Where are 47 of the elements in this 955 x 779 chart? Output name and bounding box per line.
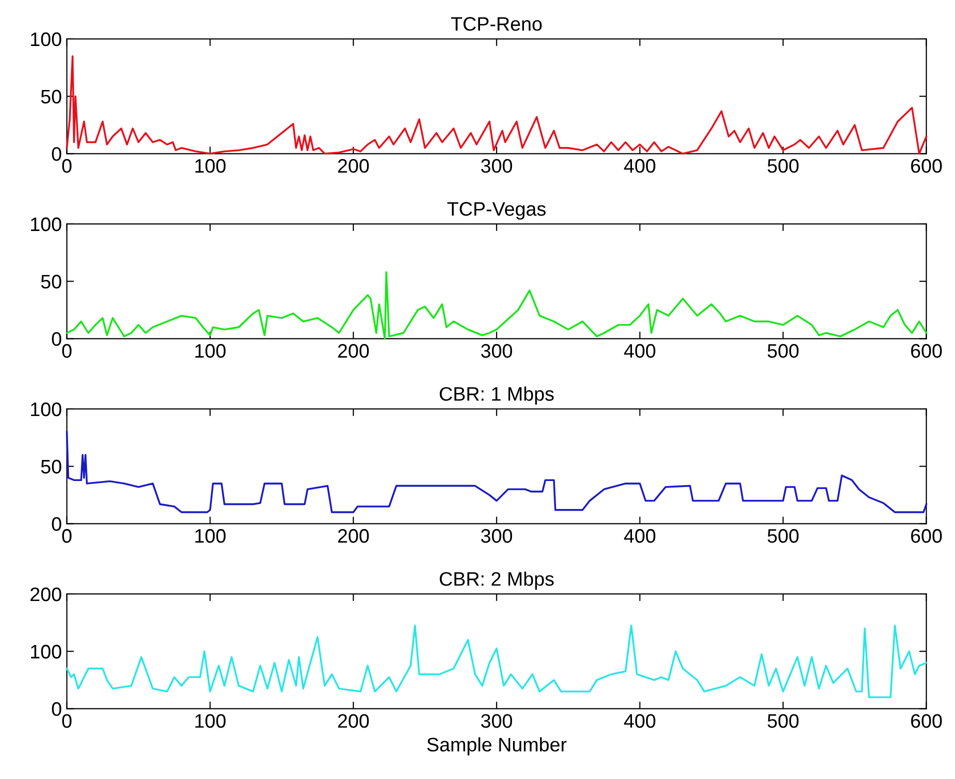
y-tick-label: 100	[31, 644, 62, 659]
x-tick-label: 400	[624, 714, 656, 728]
y-tick-label: 50	[41, 460, 62, 474]
x-tick-label: 600	[911, 714, 942, 728]
x-tick-label: 400	[624, 529, 656, 543]
x-tick-label: 500	[768, 344, 799, 358]
chart-title: TCP-Reno	[451, 17, 542, 31]
y-tick-label: 50	[41, 274, 62, 289]
x-tick-label: 300	[481, 159, 512, 173]
y-tick-label: 100	[31, 217, 62, 232]
x-tick-label: 600	[911, 529, 942, 543]
y-tick-label: 0	[52, 702, 62, 716]
y-tick-label: 200	[30, 587, 62, 602]
y-tick-label: 0	[52, 332, 62, 346]
x-axis-title: Sample Number	[427, 737, 567, 756]
x-tick-label: 100	[195, 159, 226, 173]
x-tick-label: 200	[338, 344, 369, 358]
x-tick-label: 500	[768, 529, 799, 543]
x-tick-label: 500	[768, 714, 799, 728]
y-tick-label: 100	[31, 32, 62, 46]
line-series	[66, 624, 928, 698]
x-tick-label: 200	[338, 714, 369, 728]
x-tick-label: 0	[62, 714, 72, 728]
y-tick-label: 0	[52, 147, 62, 161]
x-tick-label: 100	[195, 529, 226, 543]
line-series	[66, 431, 928, 514]
y-tick-label: 0	[52, 517, 62, 531]
x-tick-label: 200	[338, 159, 369, 173]
x-tick-label: 0	[62, 529, 72, 543]
chart-title: TCP-Vegas	[447, 202, 546, 220]
x-tick-label: 0	[62, 159, 72, 173]
x-tick-label: 400	[624, 344, 656, 358]
x-tick-label: 300	[481, 344, 512, 358]
x-tick-label: 500	[768, 159, 799, 173]
x-tick-label: 600	[911, 344, 942, 358]
x-tick-label: 100	[195, 714, 226, 728]
x-tick-label: 400	[624, 159, 656, 173]
x-tick-label: 300	[481, 714, 512, 728]
x-tick-label: 300	[481, 529, 512, 543]
x-tick-label: 600	[911, 159, 942, 173]
chart-title: CBR: 1 Mbps	[440, 386, 554, 405]
x-tick-label: 200	[338, 529, 369, 543]
y-tick-label: 100	[31, 402, 62, 416]
y-tick-label: 50	[41, 90, 62, 104]
x-tick-label: 0	[62, 344, 72, 358]
chart-title: CBR: 2 Mbps	[440, 572, 554, 590]
x-tick-label: 100	[195, 344, 226, 358]
